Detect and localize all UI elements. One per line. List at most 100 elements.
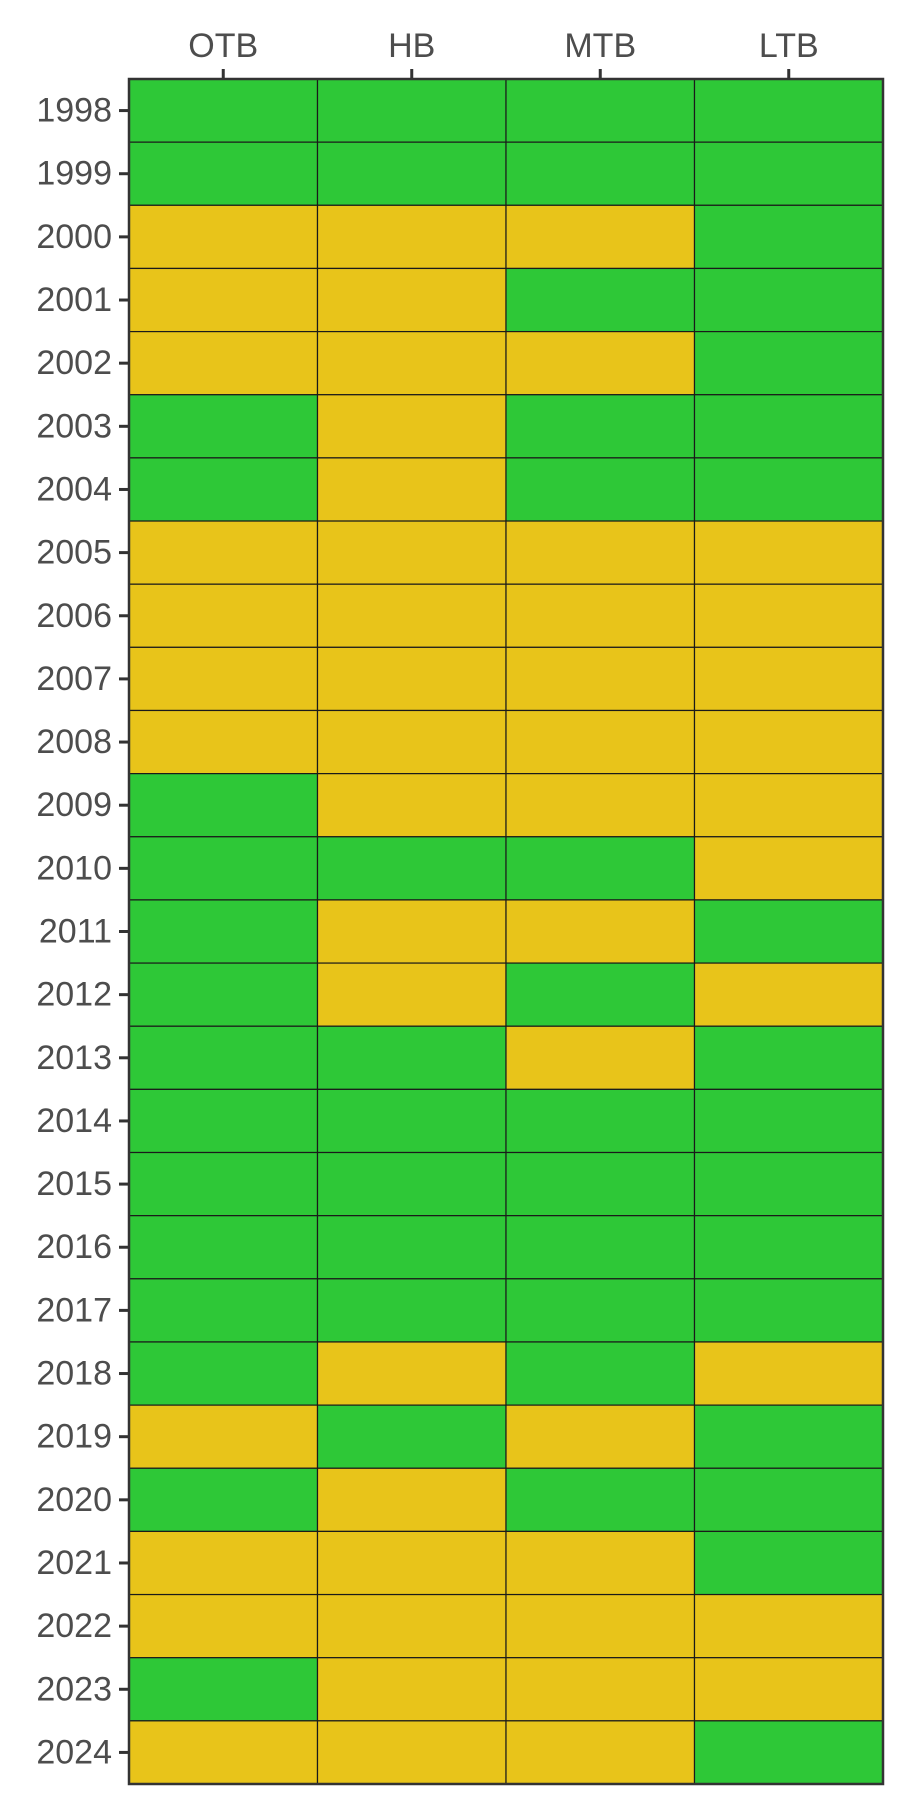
heatmap-cell-2024-mtb bbox=[505, 1720, 696, 1785]
heatmap-cell-2011-otb bbox=[128, 899, 319, 964]
heatmap-cell-2004-ltb bbox=[693, 457, 884, 522]
y-tick-label-1999: 1999 bbox=[36, 155, 112, 193]
y-tick-label-2024: 2024 bbox=[36, 1733, 112, 1771]
heatmap-cell-2023-hb bbox=[316, 1657, 507, 1722]
y-tick-label-2008: 2008 bbox=[36, 723, 112, 761]
heatmap-cell-2019-mtb bbox=[505, 1404, 696, 1469]
heatmap-cell-2009-hb bbox=[316, 773, 507, 838]
x-axis-top: OTB HB MTB LTB bbox=[188, 27, 819, 79]
heatmap-cell-2008-otb bbox=[128, 709, 319, 775]
heatmap-cell-2006-ltb bbox=[693, 583, 884, 648]
heatmap-cell-2017-ltb bbox=[693, 1278, 884, 1343]
heatmap-cell-2008-ltb bbox=[693, 709, 884, 775]
heatmap-cell-2010-mtb bbox=[505, 836, 696, 901]
heatmap-cell-2015-hb bbox=[316, 1151, 507, 1217]
heatmap-cell-2022-hb bbox=[316, 1593, 507, 1659]
heatmap-cell-2022-ltb bbox=[693, 1593, 884, 1659]
heatmap-cell-1999-ltb bbox=[693, 141, 884, 206]
heatmap-cell-2008-mtb bbox=[505, 709, 696, 775]
heatmap-cell-1999-hb bbox=[316, 141, 507, 206]
heatmap-cell-2022-mtb bbox=[505, 1593, 696, 1659]
heatmap-cell-2014-hb bbox=[316, 1088, 507, 1154]
heatmap-cell-1998-hb bbox=[316, 78, 507, 143]
heatmap-cell-2016-otb bbox=[128, 1215, 319, 1280]
y-axis-left: 1998 1999 2000 2001 2002 2003 2004 2005 2006 2007… bbox=[36, 92, 129, 1771]
y-tick-label-1998: 1998 bbox=[36, 92, 112, 130]
heatmap-cell-1998-ltb bbox=[693, 78, 884, 143]
heatmap-cell-2003-ltb bbox=[693, 394, 884, 459]
heatmap-cell-2021-ltb bbox=[693, 1530, 884, 1596]
heatmap-cell-2008-hb bbox=[316, 709, 507, 775]
heatmap-cell-2023-otb bbox=[128, 1657, 319, 1722]
y-tick-label-2020: 2020 bbox=[36, 1481, 112, 1519]
heatmap-cell-2001-mtb bbox=[505, 267, 696, 333]
heatmap-cell-2020-mtb bbox=[505, 1467, 696, 1533]
heatmap-cell-1998-otb bbox=[128, 78, 319, 143]
heatmap-cell-2011-ltb bbox=[693, 899, 884, 964]
heatmap-cell-2005-otb bbox=[128, 520, 319, 585]
y-tick-label-2014: 2014 bbox=[36, 1102, 112, 1140]
heatmap-cell-2003-hb bbox=[316, 394, 507, 459]
heatmap-cell-2016-mtb bbox=[505, 1215, 696, 1280]
heatmap-cell-2011-hb bbox=[316, 899, 507, 964]
y-tick-label-2005: 2005 bbox=[36, 534, 112, 572]
heatmap-cell-1998-mtb bbox=[505, 78, 696, 143]
heatmap-cell-2000-otb bbox=[128, 204, 319, 270]
heatmap-cell-2012-ltb bbox=[693, 962, 884, 1027]
y-tick-label-2023: 2023 bbox=[36, 1670, 112, 1708]
heatmap-cell-2006-mtb bbox=[505, 583, 696, 648]
heatmap-cell-2010-ltb bbox=[693, 836, 884, 901]
heatmap-cell-2023-mtb bbox=[505, 1657, 696, 1722]
heatmap-cell-2021-mtb bbox=[505, 1530, 696, 1596]
x-tick-label-mtb: MTB bbox=[564, 27, 636, 65]
heatmap-cell-2011-mtb bbox=[505, 899, 696, 964]
heatmap-cell-2005-ltb bbox=[693, 520, 884, 585]
y-tick-label-2012: 2012 bbox=[36, 976, 112, 1014]
heatmap-cell-2015-ltb bbox=[693, 1151, 884, 1217]
heatmap-cell-2021-otb bbox=[128, 1530, 319, 1596]
heatmap-cell-2019-hb bbox=[316, 1404, 507, 1469]
heatmap-cell-2015-otb bbox=[128, 1151, 319, 1217]
heatmap-cell-2014-otb bbox=[128, 1088, 319, 1154]
x-tick-label-hb: HB bbox=[388, 27, 435, 65]
y-tick-label-2002: 2002 bbox=[36, 344, 112, 382]
heatmap-cell-2001-hb bbox=[316, 267, 507, 333]
y-tick-label-2011: 2011 bbox=[39, 913, 112, 951]
heatmap-cell-2018-mtb bbox=[505, 1341, 696, 1406]
heatmap-cell-2000-ltb bbox=[693, 204, 884, 270]
heatmap-cell-2012-hb bbox=[316, 962, 507, 1027]
heatmap-cell-2017-hb bbox=[316, 1278, 507, 1343]
heatmap-cell-2005-mtb bbox=[505, 520, 696, 585]
heatmap-cell-2001-otb bbox=[128, 267, 319, 333]
y-tick-label-2007: 2007 bbox=[36, 660, 112, 698]
heatmap-cell-2014-mtb bbox=[505, 1088, 696, 1154]
heatmap-cell-2002-ltb bbox=[693, 330, 884, 396]
heatmap-cell-2015-mtb bbox=[505, 1151, 696, 1217]
heatmap-cell-2021-hb bbox=[316, 1530, 507, 1596]
y-tick-label-2001: 2001 bbox=[36, 281, 112, 319]
heatmap-cell-2016-ltb bbox=[693, 1215, 884, 1280]
y-tick-label-2018: 2018 bbox=[36, 1355, 112, 1393]
y-tick-label-2013: 2013 bbox=[36, 1039, 112, 1077]
heatmap-cell-2001-ltb bbox=[693, 267, 884, 333]
heatmap-cell-2004-mtb bbox=[505, 457, 696, 522]
heatmap-cell-2020-ltb bbox=[693, 1467, 884, 1533]
heatmap-cell-2010-hb bbox=[316, 836, 507, 901]
heatmap-cell-1999-mtb bbox=[505, 141, 696, 206]
heatmap-cell-2013-hb bbox=[316, 1025, 507, 1090]
y-tick-label-2003: 2003 bbox=[36, 407, 112, 445]
heatmap-cell-2007-hb bbox=[316, 646, 507, 712]
heatmap-cell-2017-otb bbox=[128, 1278, 319, 1343]
heatmap-cell-2018-hb bbox=[316, 1341, 507, 1406]
heatmap-cell-2006-otb bbox=[128, 583, 319, 648]
heatmap-cell-1999-otb bbox=[128, 141, 319, 206]
heatmap-cell-2007-mtb bbox=[505, 646, 696, 712]
heatmap-cell-2019-ltb bbox=[693, 1404, 884, 1469]
heatmap-cell-2009-mtb bbox=[505, 773, 696, 838]
y-tick-label-2016: 2016 bbox=[36, 1228, 112, 1266]
heatmap-cell-2010-otb bbox=[128, 836, 319, 901]
heatmap-cell-2000-hb bbox=[316, 204, 507, 270]
heatmap-cell-2018-ltb bbox=[693, 1341, 884, 1406]
heatmap-cell-2012-mtb bbox=[505, 962, 696, 1027]
